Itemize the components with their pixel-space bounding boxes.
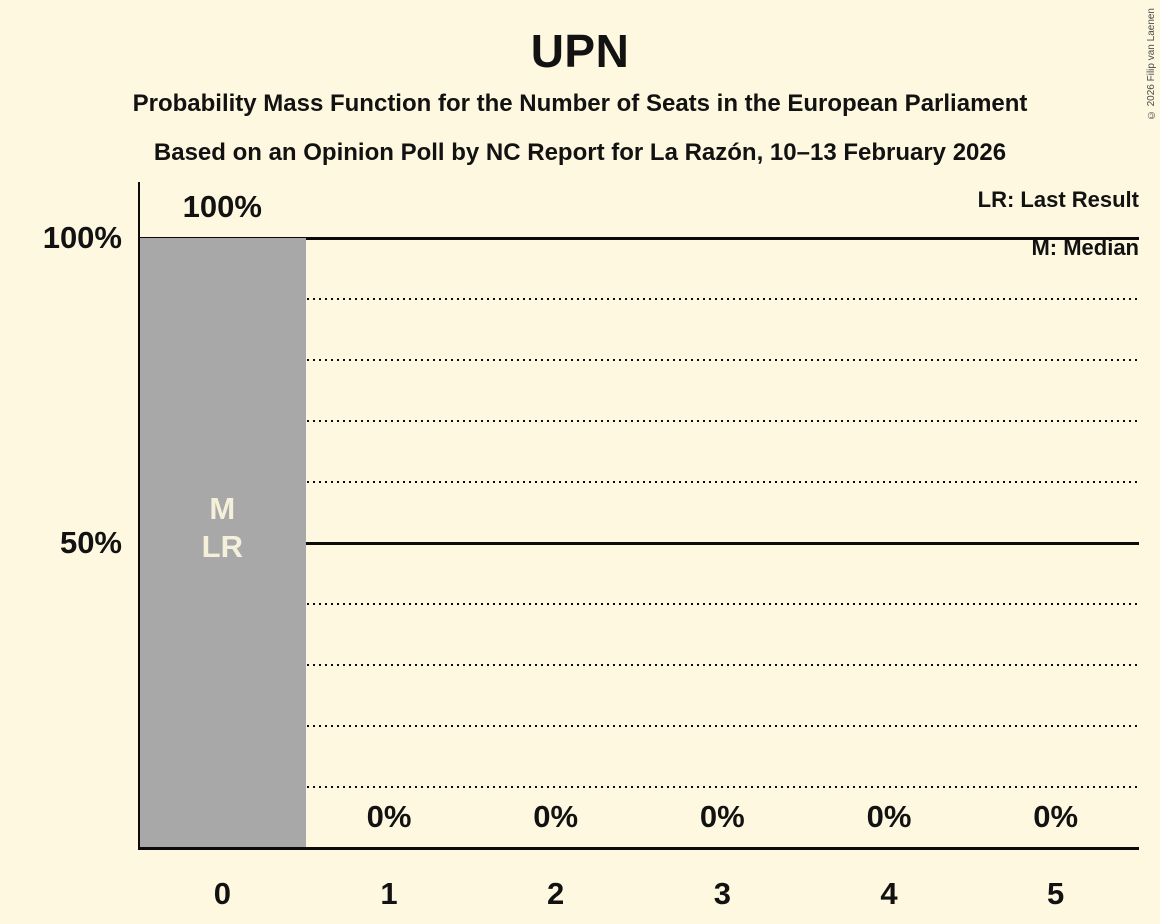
copyright-notice: © 2026 Filip van Laenen: [1146, 8, 1157, 121]
bar-value-label-1: 0%: [366, 799, 412, 834]
bar-annotation-line: M: [209, 491, 236, 526]
chart-subtitle-line1: Probability Mass Function for the Number…: [132, 90, 1028, 117]
chart-title: UPN: [530, 25, 630, 77]
legend-last-result: LR: Last Result: [977, 187, 1139, 212]
gridline-solid-100pct: [139, 236, 1139, 240]
chart-subtitle-line2: Based on an Opinion Poll by NC Report fo…: [153, 139, 1007, 166]
x-tick-label-1: 1: [380, 876, 398, 911]
gridline-dotted-10pct: [139, 786, 1139, 788]
x-tick-label-3: 3: [713, 876, 731, 911]
y-axis-line: [137, 182, 140, 850]
bar-annotation-0: M LR: [139, 490, 306, 566]
bar-value-label-4: 0%: [866, 799, 912, 834]
bar-value-label-5: 0%: [1033, 799, 1079, 834]
x-tick-label-5: 5: [1047, 876, 1065, 911]
x-tick-label-0: 0: [213, 876, 231, 911]
gridline-dotted-60pct: [139, 481, 1139, 483]
y-tick-label-100pct: 100%: [42, 220, 122, 255]
bar-value-label-0: 100%: [182, 189, 262, 224]
bar-seats-0: [139, 238, 306, 848]
bar-annotation-line: LR: [201, 529, 243, 564]
gridline-dotted-20pct: [139, 725, 1139, 727]
bar-value-label-3: 0%: [699, 799, 745, 834]
x-tick-label-4: 4: [880, 876, 898, 911]
x-tick-label-2: 2: [547, 876, 565, 911]
gridline-dotted-30pct: [139, 664, 1139, 666]
bar-value-label-2: 0%: [533, 799, 579, 834]
gridline-dotted-70pct: [139, 420, 1139, 422]
gridline-dotted-40pct: [139, 603, 1139, 605]
legend-median: M: Median: [1031, 235, 1139, 260]
gridline-dotted-90pct: [139, 298, 1139, 300]
y-tick-label-50pct: 50%: [59, 525, 122, 560]
gridline-dotted-80pct: [139, 359, 1139, 361]
x-axis-line: [137, 846, 1139, 850]
gridline-solid-50pct: [139, 541, 1139, 545]
